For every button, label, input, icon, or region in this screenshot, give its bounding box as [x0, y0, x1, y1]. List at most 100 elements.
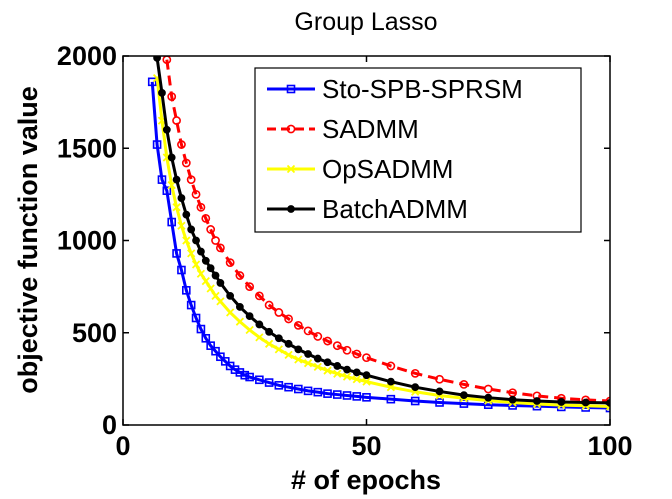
series-sto-spb-sprsm-point-32	[362, 393, 371, 402]
series-opsadmm-point-16	[245, 325, 254, 335]
series-sadmm-point-11	[215, 243, 225, 253]
legend-sadmm-marker-point-0	[286, 124, 296, 134]
series-sadmm-point-1	[167, 92, 177, 101]
legend: Sto-SPB-SPRSM SADMM OpSADMM BatchADMM	[254, 67, 582, 233]
chart-title: Group Lasso	[294, 8, 437, 36]
legend-sto-spb-sprsm-marker-point-0	[286, 84, 296, 94]
series-sadmm-point-15	[254, 291, 264, 301]
series-sto-spb-sprsm-point-13	[211, 346, 220, 356]
series-batchadmm-point-0	[153, 56, 161, 62]
y-tick-label: 0	[102, 410, 117, 440]
series-sadmm-point-24	[342, 345, 352, 355]
series-opsadmm-point-23	[313, 362, 322, 372]
series-sadmm-point-5	[186, 175, 196, 185]
series-sadmm-point-23	[332, 341, 342, 351]
series-sto-spb-sprsm-point-10	[196, 324, 206, 334]
series-opsadmm-point-10	[201, 276, 210, 286]
series-batchadmm-point-13	[216, 279, 225, 287]
series-opsadmm-point-5	[177, 221, 186, 230]
series-sto-spb-sprsm-point-23	[274, 381, 284, 390]
series-batchadmm-point-11	[206, 264, 215, 273]
series-opsadmm-point-21	[294, 355, 303, 364]
series-sto-spb-sprsm-point-19	[240, 370, 250, 380]
x-tick-label: 50	[351, 431, 381, 461]
series-opsadmm-point-19	[274, 345, 283, 354]
series-sadmm-point-8	[201, 213, 211, 223]
y-tick-label: 1000	[57, 226, 117, 256]
series-opsadmm-point-4	[172, 203, 181, 212]
series-batchadmm-point-30	[411, 383, 420, 392]
series-batchadmm-point-34	[508, 395, 517, 404]
y-tick-label: 1500	[57, 133, 117, 163]
y-tick-label: 2000	[57, 41, 117, 71]
series-opsadmm-point-24	[323, 366, 332, 375]
series-sto-spb-sprsm-point-1	[152, 140, 162, 149]
series-sadmm-point-4	[181, 158, 191, 168]
series-sto-spb-sprsm-point-30	[342, 391, 352, 400]
series-sadmm-point-7	[196, 202, 206, 212]
legend-opsadmm-marker-point-0	[286, 164, 296, 174]
series-sto-spb-sprsm-point-4	[167, 217, 176, 227]
series-sto-spb-sprsm-point-35	[435, 398, 444, 407]
series-sto-spb-sprsm-point-21	[255, 375, 264, 385]
series-batchadmm-point-27	[352, 368, 361, 377]
series-batchadmm-point-6	[182, 210, 191, 219]
y-tick-label: 500	[72, 318, 117, 348]
legend-batchadmm-label: BatchADMM	[322, 194, 468, 224]
series-batchadmm-point-37	[581, 398, 590, 407]
series-batchadmm-point-29	[386, 377, 395, 386]
series-sto-spb-sprsm-point-20	[245, 372, 254, 382]
series-sto-spb-sprsm-point-7	[182, 286, 191, 295]
series-batchadmm-point-1	[158, 89, 166, 97]
series-batchadmm-point-4	[172, 175, 181, 184]
series-batchadmm	[153, 56, 610, 407]
series-opsadmm-point-27	[352, 375, 361, 384]
series-opsadmm-point-14	[226, 308, 235, 317]
series-sadmm-point-29	[435, 374, 444, 384]
series-sto-spb-sprsm-point-29	[332, 390, 342, 399]
series-sadmm	[162, 56, 610, 406]
series-batchadmm-point-16	[245, 312, 254, 321]
series-sto-spb-sprsm-point-0	[147, 77, 157, 87]
series-sadmm-point-14	[245, 282, 255, 292]
series-batchadmm-point-28	[362, 371, 371, 380]
series-sadmm-point-10	[211, 236, 220, 245]
series-sadmm-point-3	[177, 140, 186, 149]
series-sto-spb-sprsm-point-26	[303, 386, 313, 396]
series-batchadmm-point-31	[435, 387, 444, 396]
series-opsadmm-point-22	[303, 359, 313, 368]
series-sadmm-point-21	[313, 332, 323, 341]
series-sadmm-line	[165, 59, 610, 403]
series-sadmm-point-26	[362, 353, 371, 363]
series-opsadmm-point-20	[284, 350, 293, 360]
series-batchadmm-point-8	[192, 236, 200, 245]
series-opsadmm-point-26	[342, 372, 352, 381]
series-sadmm-point-25	[352, 349, 362, 359]
series-sadmm-point-9	[206, 225, 216, 234]
series-batchadmm-point-21	[294, 345, 303, 354]
series-sto-spb-sprsm-point-8	[186, 300, 196, 310]
series-sadmm-point-17	[274, 308, 284, 317]
series-sto-spb-sprsm-point-36	[459, 399, 469, 408]
series-batchadmm-point-32	[460, 391, 468, 400]
series-sto-spb-sprsm-point-2	[157, 175, 167, 184]
series-sto-spb-sprsm-point-15	[220, 357, 230, 366]
series-sto-spb-sprsm-point-3	[162, 186, 172, 195]
series-batchadmm-point-15	[235, 303, 244, 311]
series-sto-spb-sprsm-point-33	[386, 394, 396, 404]
series-sto-spb-sprsm-point-27	[313, 387, 323, 397]
series-sadmm-point-19	[293, 320, 303, 330]
series-sto-spb-sprsm-point-34	[410, 396, 420, 406]
series-batchadmm-point-36	[557, 398, 566, 406]
series-sto-spb-sprsm-point-31	[352, 392, 362, 401]
series-batchadmm-point-33	[484, 393, 493, 402]
series-sadmm-point-2	[172, 116, 181, 125]
series-sto-spb-sprsm-point-12	[206, 341, 215, 350]
series-batchadmm-point-22	[304, 350, 312, 358]
series-batchadmm-point-26	[343, 365, 351, 374]
series-batchadmm-point-17	[255, 320, 264, 329]
series-sto-spb-sprsm-point-5	[172, 249, 181, 258]
series-batchadmm-point-19	[274, 334, 283, 343]
